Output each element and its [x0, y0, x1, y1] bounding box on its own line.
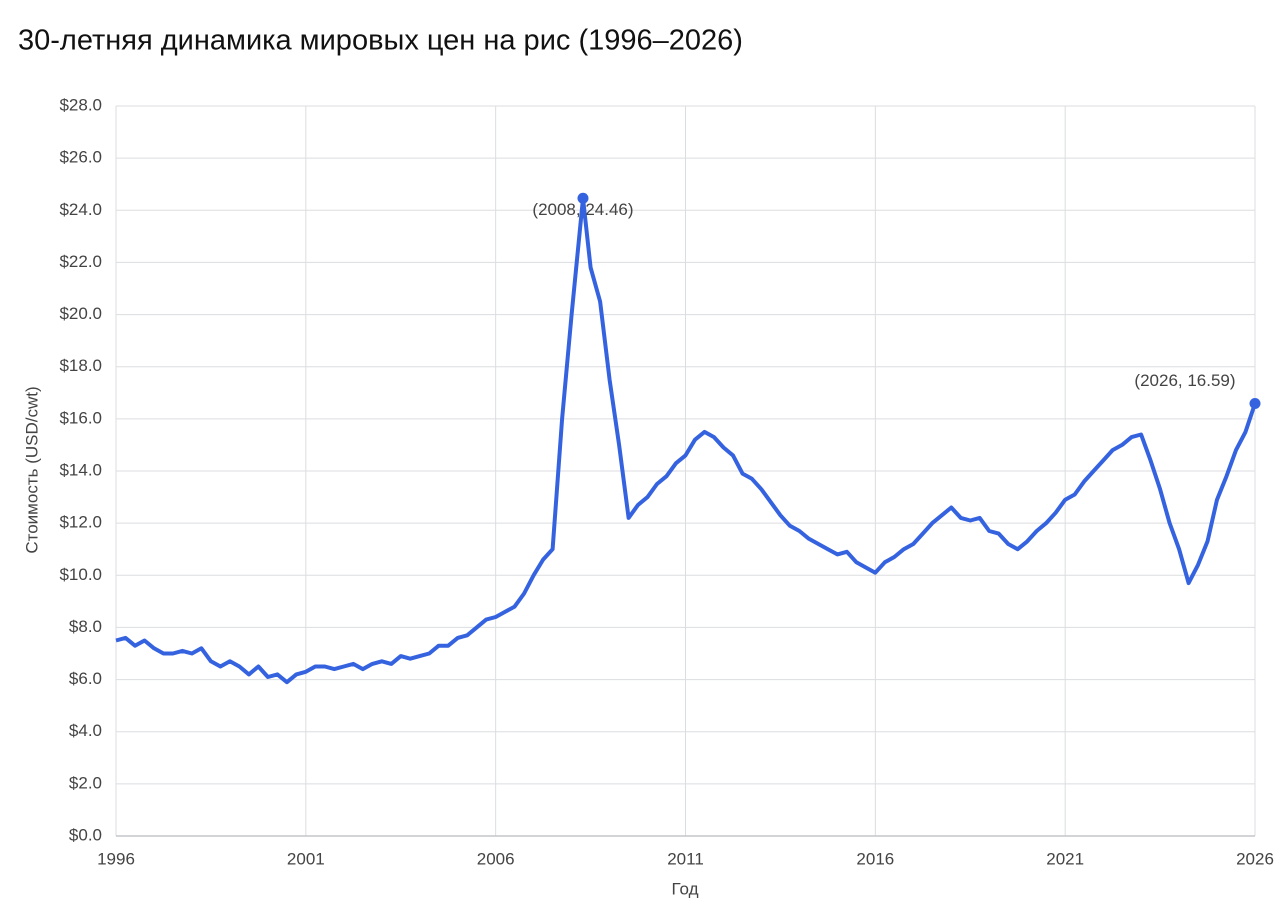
y-tick-label: $26.0	[59, 148, 102, 167]
y-tick-label: $20.0	[59, 304, 102, 323]
series-line	[115, 196, 1257, 685]
x-tick-label: 2011	[667, 849, 704, 868]
x-tick-label: 1996	[97, 849, 135, 868]
y-tick-label: $12.0	[59, 513, 102, 532]
y-tick-label: $28.0	[59, 95, 102, 114]
x-tick-label: 2006	[477, 849, 515, 868]
y-tick-label: $14.0	[59, 460, 102, 479]
x-axis-label: Год	[671, 879, 698, 898]
chart-title: 30-летняя динамика мировых цен на рис (1…	[18, 25, 743, 57]
x-tick-label: 2001	[287, 849, 325, 868]
x-tick-label: 2021	[1046, 849, 1084, 868]
y-axis-label: Стоимость (USD/cwt)	[22, 386, 41, 553]
x-tick-label: 2026	[1236, 849, 1274, 868]
annotation: (2026, 16.59)	[1134, 371, 1235, 390]
annotation: (2008, 24.46)	[532, 200, 633, 219]
highlight-point	[1249, 397, 1261, 409]
y-tick-label: $4.0	[69, 721, 102, 740]
y-tick-label: $22.0	[59, 252, 102, 271]
y-tick-label: $8.0	[69, 617, 102, 636]
y-tick-label: $10.0	[59, 565, 102, 584]
y-tick-label: $24.0	[59, 200, 102, 219]
y-tick-label: $6.0	[69, 669, 102, 688]
y-tick-label: $0.0	[69, 825, 102, 844]
y-tick-label: $18.0	[59, 356, 102, 375]
highlight-point	[577, 192, 589, 204]
y-tick-label: $16.0	[59, 408, 102, 427]
y-tick-label: $2.0	[69, 773, 102, 792]
x-tick-label: 2016	[856, 849, 894, 868]
